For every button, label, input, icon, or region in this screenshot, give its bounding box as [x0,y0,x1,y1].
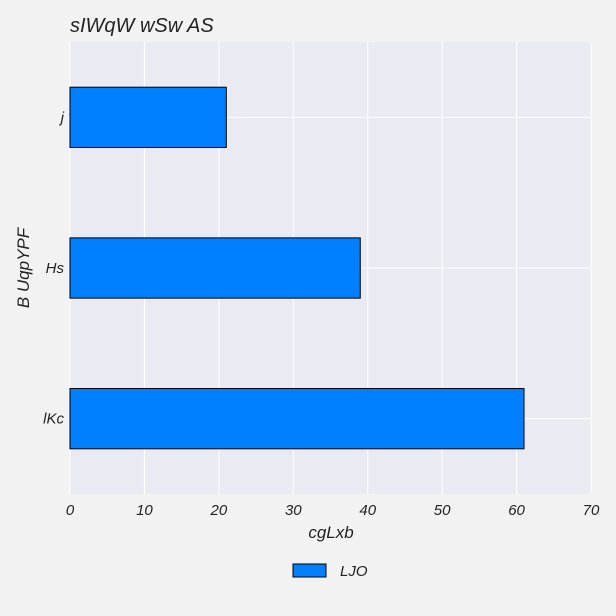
x-tick-label: 20 [210,502,228,519]
x-tick-label: 10 [136,502,153,519]
bar-lKc [69,388,525,450]
y-tick-label: j [59,109,65,126]
x-axis-label: cgLxb [308,523,353,542]
y-axis-label: B UqpYPF [14,226,33,308]
bars [69,86,525,450]
x-tick-label: 70 [583,502,600,519]
x-axis-ticks: 0 10 20 30 40 50 60 70 [66,502,600,519]
y-axis-ticks: lKc Hs j [43,109,65,427]
x-tick-label: 50 [434,502,451,519]
x-tick-label: 40 [359,502,376,519]
y-tick-label: lKc [43,411,64,428]
legend-label: LJO [340,563,368,580]
x-tick-label: 0 [66,502,75,519]
x-tick-label: 30 [285,502,302,519]
bar-Hs [69,237,361,299]
y-tick-label: Hs [46,260,65,277]
bar-j [69,86,227,148]
legend: LJO [292,563,368,580]
legend-swatch [292,563,327,578]
chart-title: sIWqW wSw AS [70,15,214,37]
x-tick-label: 60 [508,502,525,519]
